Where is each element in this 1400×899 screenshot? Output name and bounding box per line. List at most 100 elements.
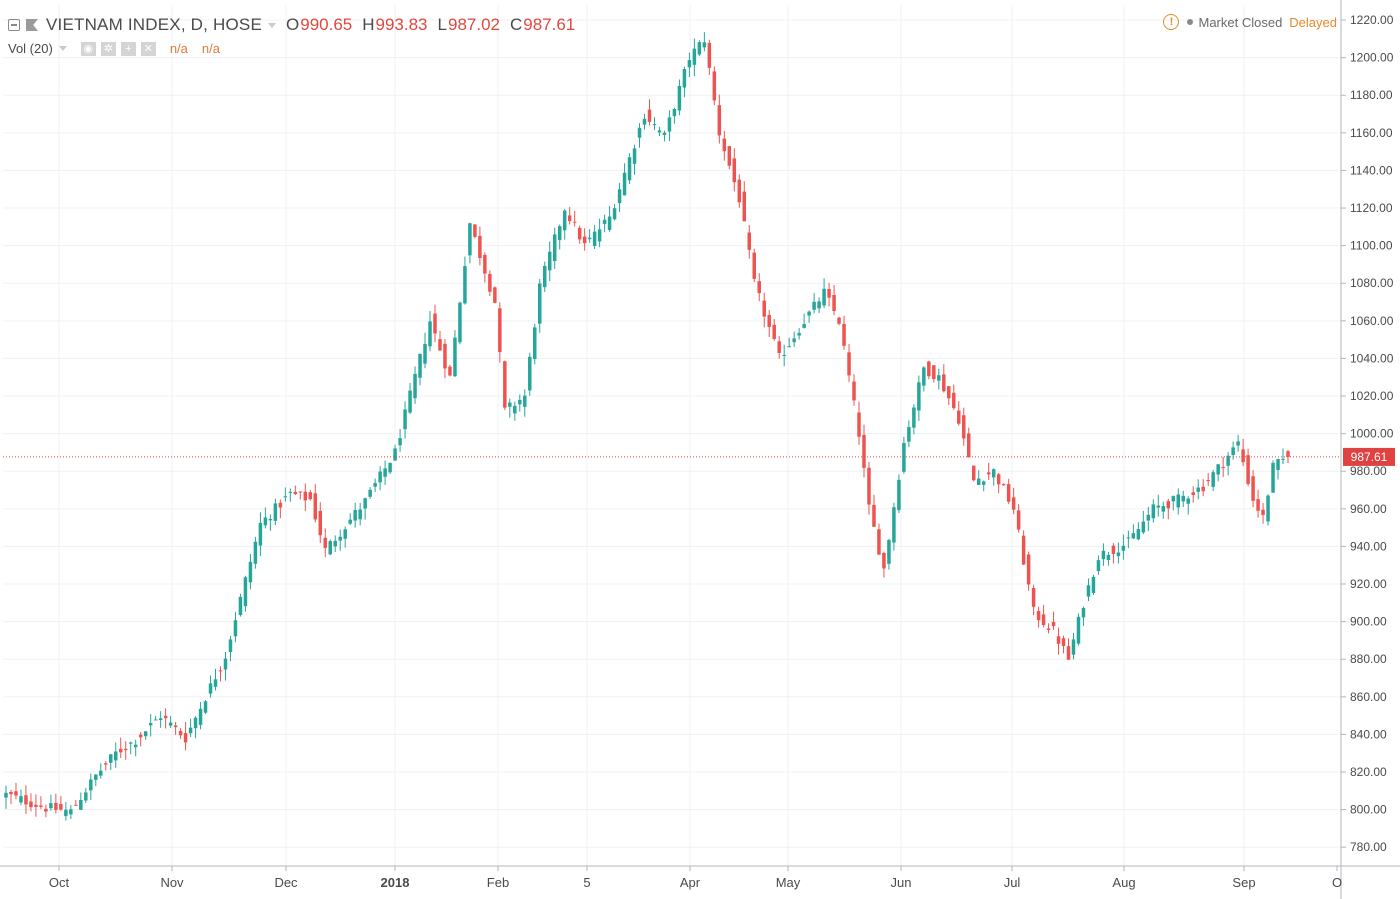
y-tick-label: 1180.00 [1350, 88, 1393, 102]
volume-value-2: n/a [201, 41, 220, 56]
close-icon[interactable]: ✕ [140, 41, 156, 56]
candle-body [1021, 535, 1026, 565]
candle-body [378, 471, 382, 483]
candle-body [523, 395, 527, 407]
y-tick-label: 800.00 [1350, 803, 1387, 817]
candle-body [413, 373, 417, 399]
candle-body [677, 85, 682, 111]
candle-body [986, 472, 991, 475]
candle-body [453, 337, 457, 377]
eye-icon[interactable]: ◉ [80, 41, 96, 56]
candle-body [448, 366, 452, 376]
candle-body [89, 779, 93, 791]
candle-body [797, 332, 801, 336]
candle-body [1056, 636, 1061, 644]
candle-body [348, 519, 352, 524]
candle-body [1106, 554, 1111, 561]
plus-icon[interactable]: + [120, 41, 136, 56]
candle-body [133, 744, 138, 748]
candle-body [248, 561, 253, 583]
candle-body [368, 489, 372, 497]
candle-body [478, 235, 482, 259]
candle-body [1131, 533, 1136, 539]
delayed-label[interactable]: Delayed [1289, 14, 1337, 30]
candle-body [44, 808, 48, 812]
candle-body [443, 343, 447, 369]
candle-body [1216, 464, 1220, 475]
gear-icon[interactable]: ✲ [100, 41, 116, 56]
candle-body [1121, 545, 1126, 551]
candle-body [458, 302, 462, 343]
candle-body [298, 491, 303, 493]
chevron-down-icon[interactable] [268, 22, 276, 28]
candle-body [767, 314, 771, 327]
candle-body [263, 517, 268, 526]
candle-body [74, 804, 78, 806]
candle-body [363, 498, 367, 509]
candle-body [927, 361, 931, 377]
candle-body [762, 300, 766, 317]
candle-body [587, 237, 592, 240]
chevron-down-icon[interactable] [58, 46, 67, 51]
candle-body [1111, 545, 1116, 555]
candle-body [438, 339, 442, 351]
candle-body [807, 311, 811, 316]
y-tick-label: 1200.00 [1350, 51, 1394, 65]
candle-body [967, 433, 971, 458]
x-tick-label: Oct [49, 875, 70, 890]
candle-body [69, 809, 73, 815]
candle-body [942, 374, 946, 392]
candle-body [228, 639, 233, 652]
candle-body [697, 42, 702, 55]
candle-body [473, 224, 477, 237]
status-dot-icon [1187, 19, 1194, 25]
candle-body [54, 802, 58, 810]
y-tick-label: 1080.00 [1350, 276, 1394, 290]
candle-body [373, 483, 377, 487]
close-value: 987.61 [523, 15, 576, 34]
candle-body [343, 529, 347, 539]
candle-body [313, 493, 318, 520]
candle-body [1251, 476, 1255, 501]
candle-body [976, 478, 981, 485]
candle-body [622, 172, 627, 196]
candle-body [842, 323, 846, 346]
candle-body [872, 504, 876, 527]
x-tick-label: Dec [274, 875, 298, 890]
candle-body [1036, 610, 1041, 621]
candle-body [592, 231, 597, 247]
y-tick-label: 820.00 [1350, 765, 1387, 779]
candle-body [1031, 587, 1036, 607]
warning-icon[interactable]: ! [1163, 14, 1180, 30]
candle-body [1116, 552, 1121, 557]
y-tick-label: 1160.00 [1350, 126, 1393, 140]
candle-body [518, 399, 522, 405]
candle-body [917, 382, 921, 411]
candle-body [996, 474, 1001, 485]
y-tick-label: 1220.00 [1350, 13, 1394, 27]
candle-body [49, 803, 53, 809]
x-tick-label: Feb [487, 875, 509, 890]
collapse-icon[interactable] [8, 19, 20, 31]
candle-body [353, 510, 357, 521]
low-value: 987.02 [447, 15, 500, 34]
candle-body [971, 465, 976, 481]
candle-body [862, 434, 866, 468]
candle-body [547, 251, 552, 271]
candle-body [562, 210, 567, 231]
candle-body [1281, 458, 1285, 460]
candle-body [572, 221, 577, 223]
candle-body [488, 273, 492, 292]
candle-body [303, 491, 308, 501]
x-tick-label: Sep [1232, 875, 1255, 890]
candle-body [143, 731, 148, 737]
candle-body [1171, 496, 1176, 502]
y-tick-label: 1020.00 [1350, 389, 1394, 403]
symbol-title[interactable]: VIETNAM INDEX, D, HOSE [46, 15, 262, 34]
volume-label[interactable]: Vol (20) [8, 41, 53, 56]
candle-body [308, 492, 313, 500]
last-price-label: 987.61 [1351, 450, 1388, 464]
open-label: O [286, 15, 300, 34]
candle-body [682, 69, 687, 88]
